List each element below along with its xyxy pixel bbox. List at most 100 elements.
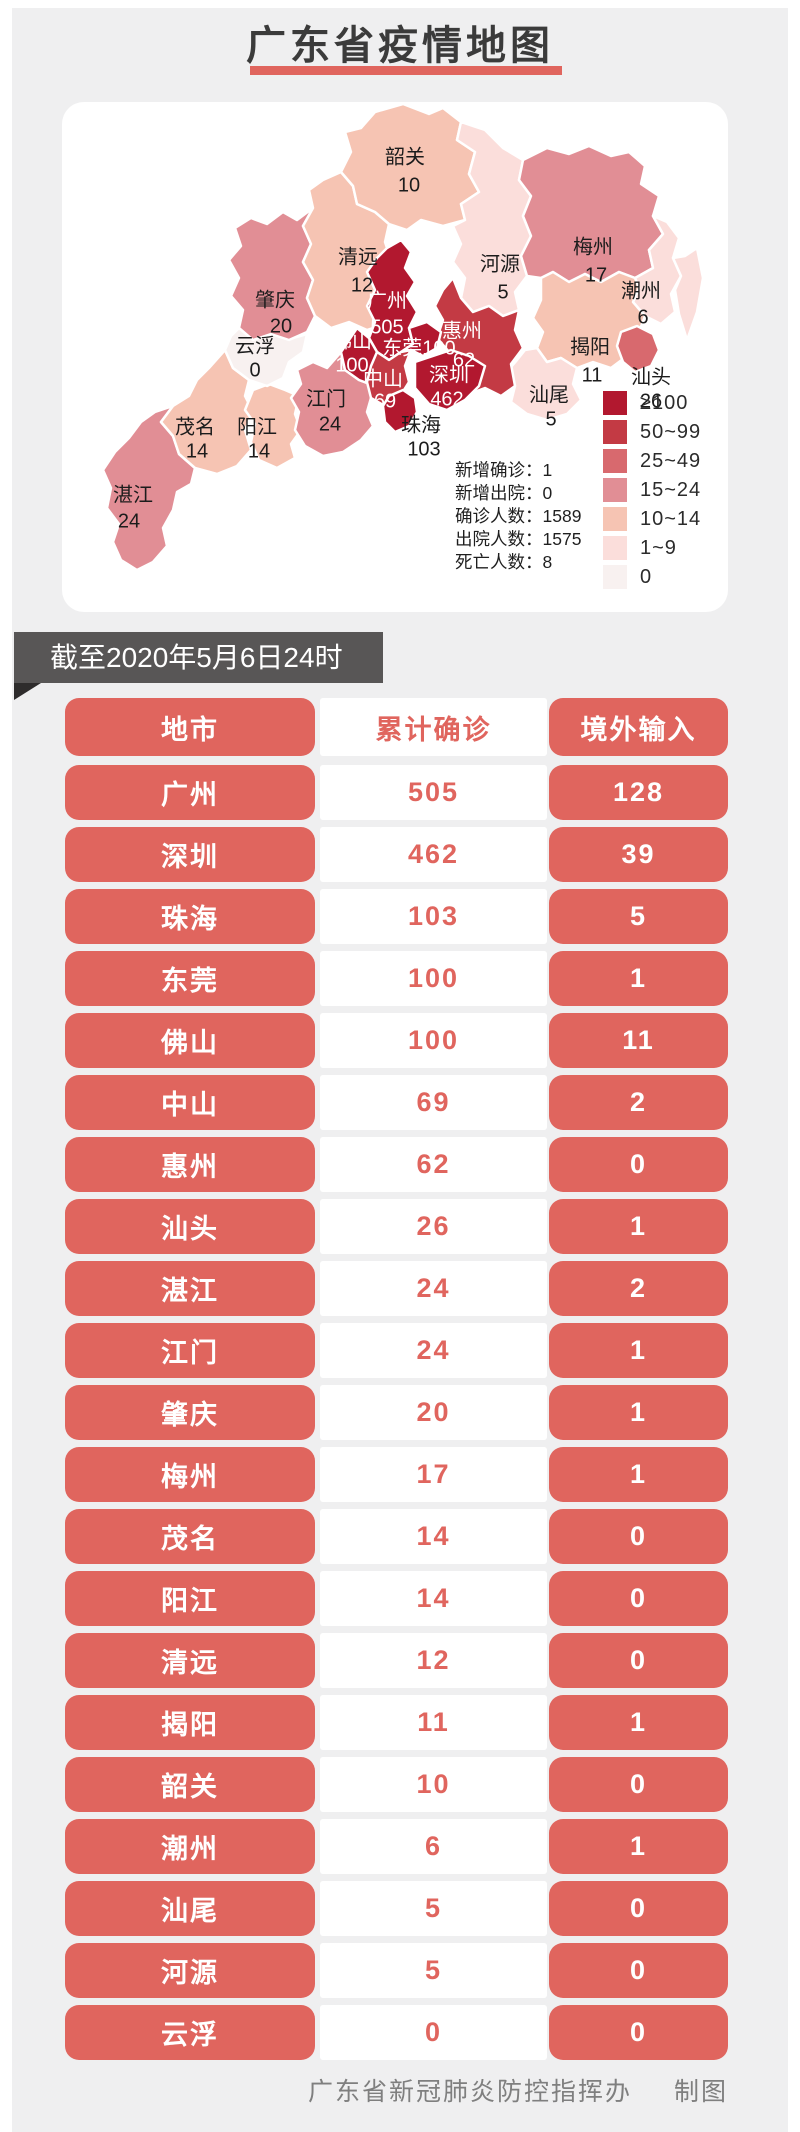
map-legend: ≥100 50~99 25~49 15~24 10~14 1~9 0 — [603, 391, 701, 594]
map-label-shantou-value: 26 — [640, 390, 662, 412]
table-row: 潮州 6 1 — [65, 1819, 728, 1874]
map-label-dongguan-name: 东莞100 — [382, 336, 455, 359]
table-row: 佛山 100 11 — [65, 1013, 728, 1068]
table-cell-city: 中山 — [65, 1075, 315, 1130]
table-cell-city: 云浮 — [65, 2005, 315, 2060]
table-row: 茂名 14 0 — [65, 1509, 728, 1564]
map-label-shenzhen-name: 深圳 — [429, 363, 469, 386]
stat-line: 新增确诊：1 — [455, 460, 553, 480]
table-cell-imported: 2 — [549, 1075, 728, 1130]
stat-line: 死亡人数：8 — [455, 552, 553, 572]
table-cell-confirmed: 462 — [320, 827, 547, 882]
table-cell-city: 湛江 — [65, 1261, 315, 1316]
map-label-qingyuan-value: 12 — [351, 274, 373, 296]
table-row: 揭阳 11 1 — [65, 1695, 728, 1750]
table-row: 广州 505 128 — [65, 765, 728, 820]
table-cell-confirmed: 5 — [320, 1881, 547, 1936]
table-rows: 广州 505 128 深圳 462 39 珠海 103 5 东莞 100 1 佛… — [65, 765, 728, 2060]
legend-label: 25~49 — [640, 449, 702, 472]
table-row: 珠海 103 5 — [65, 889, 728, 944]
table-row: 中山 69 2 — [65, 1075, 728, 1130]
region-dongguan-shape — [399, 320, 443, 358]
table-cell-city: 惠州 — [65, 1137, 315, 1192]
table-cell-imported: 0 — [549, 1509, 728, 1564]
table-row: 惠州 62 0 — [65, 1137, 728, 1192]
legend-label: 0 — [640, 565, 653, 588]
table-cell-imported: 1 — [549, 951, 728, 1006]
map-label-zhanjiang-value: 24 — [118, 510, 140, 532]
table-cell-city: 汕尾 — [65, 1881, 315, 1936]
ribbon-fold — [14, 683, 41, 700]
table-cell-city: 东莞 — [65, 951, 315, 1006]
table-cell-confirmed: 505 — [320, 765, 547, 820]
legend-row: 1~9 — [603, 536, 701, 560]
legend-swatch — [603, 478, 627, 502]
table-cell-imported: 2 — [549, 1261, 728, 1316]
region-shenzhen-shape — [413, 348, 487, 412]
map-label-huizhou-value: 62 — [453, 349, 475, 371]
map-label-foshan-name: 佛山 — [332, 329, 372, 352]
table-cell-imported: 0 — [549, 1943, 728, 1998]
table-cell-confirmed: 100 — [320, 951, 547, 1006]
map-label-qingyuan-name: 清远 — [338, 245, 378, 268]
map-label-shenzhen-value: 462 — [430, 388, 463, 410]
region-yangjiang-shape — [243, 382, 303, 470]
table-cell-imported: 0 — [549, 2005, 728, 2060]
map-label-zhuhai-name: 珠海 — [401, 413, 441, 436]
table-cell-confirmed: 14 — [320, 1571, 547, 1626]
footer-credit-org: 广东省新冠肺炎防控指挥办 — [307, 2078, 632, 2106]
region-zhuhai-shape — [381, 388, 419, 434]
table-cell-city: 江门 — [65, 1323, 315, 1378]
map-label-guangzhou-value: 505 — [370, 316, 403, 338]
table-row: 肇庆 20 1 — [65, 1385, 728, 1440]
map-label-shantou-name: 汕头 — [631, 365, 671, 388]
table-row: 汕尾 5 0 — [65, 1881, 728, 1936]
footer-credit-suffix: 制图 — [673, 2078, 728, 2106]
region-shaoguan-shape — [339, 102, 481, 232]
table-row: 韶关 10 0 — [65, 1757, 728, 1812]
stat-line: 出院人数：1575 — [455, 529, 582, 549]
legend-row: 25~49 — [603, 449, 701, 473]
map-stats: 新增确诊：1 新增出院：0 确诊人数：1589 出院人数：1575 死亡人数：8 — [455, 459, 581, 574]
legend-label: 1~9 — [640, 536, 677, 559]
map-label-shaoguan-name: 韶关 — [385, 145, 425, 168]
map-label-maoming-name: 茂名 — [175, 415, 215, 438]
table-cell-city: 梅州 — [65, 1447, 315, 1502]
table-cell-imported: 128 — [549, 765, 728, 820]
map-label-jiangmen-value: 24 — [319, 413, 341, 435]
table-cell-imported: 1 — [549, 1447, 728, 1502]
legend-label: 15~24 — [640, 478, 702, 501]
table-cell-city: 汕头 — [65, 1199, 315, 1254]
table-cell-imported: 0 — [549, 1137, 728, 1192]
map-label-yangjiang-name: 阳江 — [237, 415, 277, 438]
map-label-zhongshan-name: 中山 — [363, 367, 403, 390]
table-cell-confirmed: 100 — [320, 1013, 547, 1068]
map-label-chaozhou-value: 6 — [637, 306, 648, 328]
stat-line: 确诊人数：1589 — [455, 506, 582, 526]
page-title: 广东省疫情地图 — [246, 24, 554, 68]
map-label-jieyang-name: 揭阳 — [570, 335, 610, 358]
map-label-foshan-value: 100 — [335, 354, 368, 376]
map-label-zhaoqing-value: 20 — [270, 315, 292, 337]
table-cell-city: 深圳 — [65, 827, 315, 882]
map-label-heyuan-value: 5 — [497, 281, 508, 303]
table-cell-imported: 1 — [549, 1199, 728, 1254]
table-cell-imported: 5 — [549, 889, 728, 944]
table-header-confirmed: 累计确诊 — [320, 698, 547, 756]
map-label-zhuhai-value: 103 — [407, 438, 440, 460]
region-shantou-shape — [615, 324, 661, 374]
table-cell-imported: 0 — [549, 1881, 728, 1936]
date-ribbon: 截至2020年5月6日24时 — [14, 632, 383, 683]
legend-label: ≥100 — [640, 391, 689, 414]
table-row: 汕头 26 1 — [65, 1199, 728, 1254]
map-label-huizhou-name: 惠州 — [442, 319, 482, 342]
table-cell-confirmed: 0 — [320, 2005, 547, 2060]
map-label-meizhou-value: 17 — [585, 264, 607, 286]
table-cell-confirmed: 11 — [320, 1695, 547, 1750]
table-cell-confirmed: 5 — [320, 1943, 547, 1998]
map-label-meizhou-name: 梅州 — [573, 235, 613, 258]
legend-swatch — [603, 507, 627, 531]
map-label-yunfu-value: 0 — [249, 359, 260, 381]
table-cell-confirmed: 103 — [320, 889, 547, 944]
